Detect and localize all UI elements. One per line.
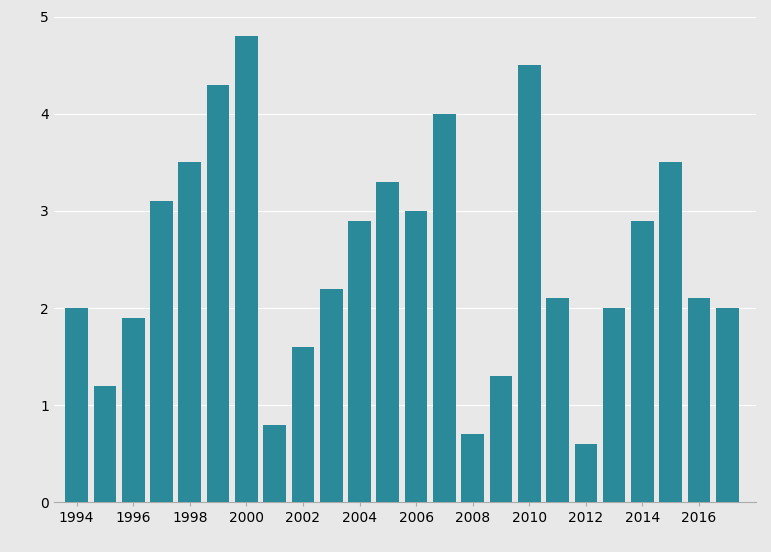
Bar xyxy=(490,376,512,502)
Bar xyxy=(405,211,427,502)
Bar xyxy=(603,308,625,502)
Bar xyxy=(320,289,342,502)
Bar xyxy=(291,347,315,502)
Bar xyxy=(659,162,682,502)
Bar xyxy=(433,114,456,502)
Bar xyxy=(688,298,710,502)
Bar xyxy=(178,162,201,502)
Bar xyxy=(264,424,286,502)
Bar xyxy=(93,386,116,502)
Bar xyxy=(574,444,598,502)
Bar xyxy=(207,84,230,502)
Bar xyxy=(546,298,569,502)
Bar xyxy=(376,182,399,502)
Bar xyxy=(716,308,739,502)
Bar xyxy=(66,308,88,502)
Bar xyxy=(518,65,540,502)
Bar xyxy=(150,201,173,502)
Bar xyxy=(631,221,654,502)
Bar xyxy=(235,36,258,502)
Bar xyxy=(122,318,144,502)
Bar xyxy=(461,434,484,502)
Bar xyxy=(348,221,371,502)
